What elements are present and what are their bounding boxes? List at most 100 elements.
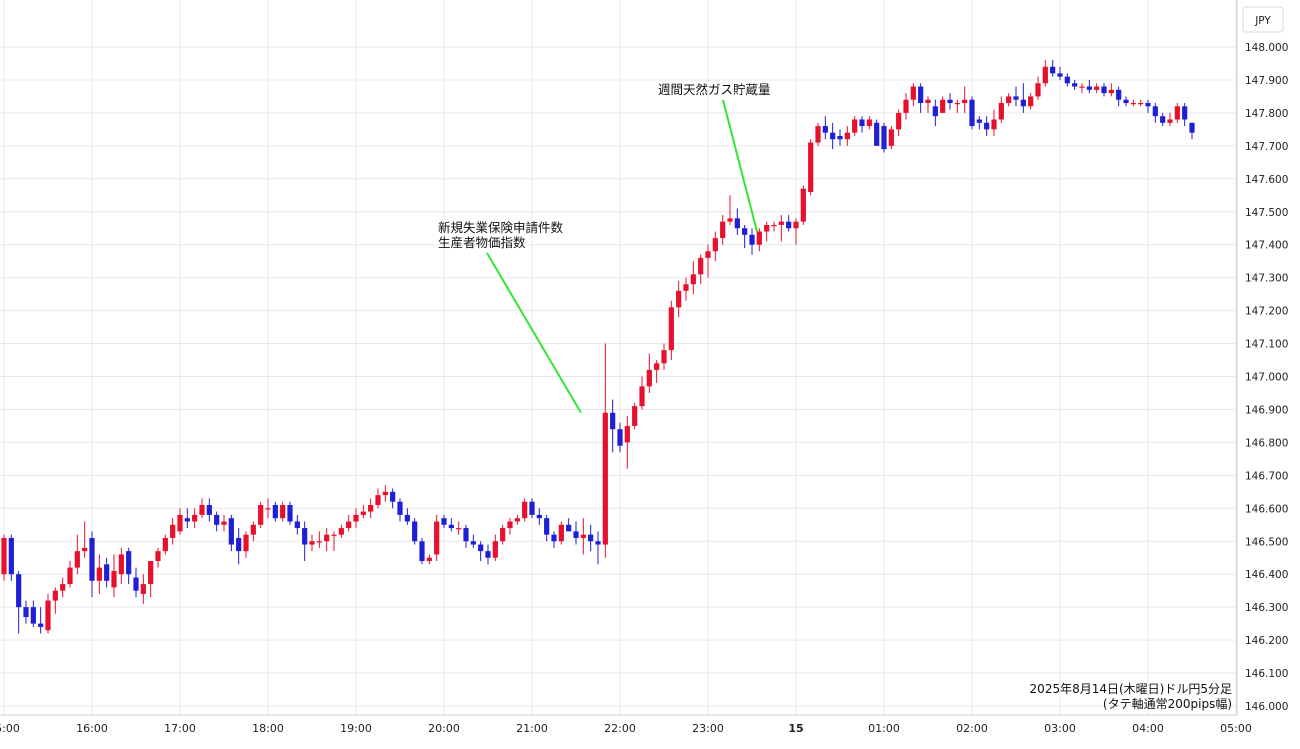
candle [60, 577, 66, 598]
candle-body [492, 541, 498, 558]
candle [998, 96, 1004, 123]
candle-body [8, 537, 14, 575]
candle [1006, 93, 1012, 107]
candle-body [426, 557, 432, 562]
candle-body [720, 221, 726, 239]
candle [126, 547, 132, 585]
price-tick-label: 146.000 [1245, 701, 1288, 713]
candle-body [419, 541, 425, 562]
candle-body [404, 514, 410, 522]
candle [265, 498, 271, 519]
candle [676, 280, 682, 318]
candle [932, 99, 938, 127]
candle-body [221, 521, 227, 525]
candle-body [441, 518, 447, 525]
candle [30, 600, 36, 627]
candle-body [925, 99, 931, 104]
price-tick-label: 147.400 [1245, 240, 1288, 252]
price-tick-label: 147.100 [1245, 339, 1288, 351]
time-tick-label: 16:00 [76, 722, 108, 735]
candle-body [1152, 106, 1158, 117]
candle [1130, 99, 1136, 107]
candle-body [140, 584, 146, 594]
candle [1094, 83, 1100, 94]
candle [1035, 76, 1041, 100]
candle [470, 534, 476, 548]
candle [390, 488, 396, 509]
candle-body [177, 514, 183, 532]
candle-body [551, 534, 557, 542]
candle-body [866, 119, 872, 127]
candle [822, 116, 828, 140]
candle-body [837, 135, 843, 140]
candle-body [1167, 119, 1173, 123]
price-tick-label: 147.600 [1245, 174, 1288, 186]
candle-body [155, 551, 161, 562]
candle [45, 593, 51, 634]
candle [976, 116, 982, 130]
candle-body [624, 425, 630, 443]
time-tick-label: 03:00 [1044, 722, 1076, 735]
candle-body [412, 521, 418, 542]
candle-body [23, 607, 29, 618]
candle [1050, 60, 1056, 77]
currency-badge[interactable]: JPY [1242, 6, 1284, 33]
candle [338, 524, 344, 538]
candle-body [1182, 106, 1188, 120]
candle-body [45, 600, 51, 631]
candle-body [1064, 76, 1070, 84]
candle-body [1145, 103, 1151, 107]
candle [23, 600, 29, 624]
annotation-label: 生産者物価指数 [438, 235, 526, 250]
candle-body [771, 224, 777, 227]
candle-body [287, 505, 293, 522]
candle [74, 534, 80, 575]
candle [16, 570, 22, 634]
candle-body [368, 505, 374, 512]
candle [888, 126, 894, 150]
time-tick-label: 21:00 [516, 722, 548, 735]
candle-body [162, 537, 168, 552]
candle [67, 561, 73, 588]
candle [580, 518, 586, 555]
candle [419, 537, 425, 565]
candle-body [932, 106, 938, 117]
candle-body [808, 142, 814, 192]
candle-body [309, 541, 315, 545]
candle [1108, 83, 1114, 97]
candle-body [382, 491, 388, 496]
candle-body [397, 501, 403, 515]
candle-body [536, 514, 542, 519]
candle [463, 524, 469, 548]
candle [1057, 66, 1063, 80]
candle-body [617, 429, 623, 446]
candle [940, 96, 946, 113]
candle [573, 521, 579, 545]
candle [206, 498, 212, 522]
candle-body [1079, 86, 1085, 88]
candle [96, 554, 102, 594]
price-tick-label: 148.000 [1245, 42, 1288, 54]
candle-body [529, 501, 535, 515]
candle-body [67, 567, 73, 585]
candle-body [859, 119, 865, 127]
candle [294, 514, 300, 535]
candle-body [793, 221, 799, 229]
candle [844, 126, 850, 146]
candle [830, 122, 836, 150]
candle-body [148, 561, 154, 585]
candle-body [514, 518, 520, 522]
candle [236, 528, 242, 565]
currency-badge-box[interactable] [1242, 6, 1284, 33]
time-tick-label: 05:00 [1220, 722, 1252, 735]
candle-body [360, 511, 366, 515]
candle-body [1116, 89, 1122, 100]
price-tick-label: 146.800 [1245, 437, 1288, 449]
price-tick-label: 146.300 [1245, 602, 1288, 614]
time-tick-label: 17:00 [164, 722, 196, 735]
candle [280, 501, 286, 522]
candle-body [133, 577, 139, 591]
candle-body [375, 495, 381, 506]
